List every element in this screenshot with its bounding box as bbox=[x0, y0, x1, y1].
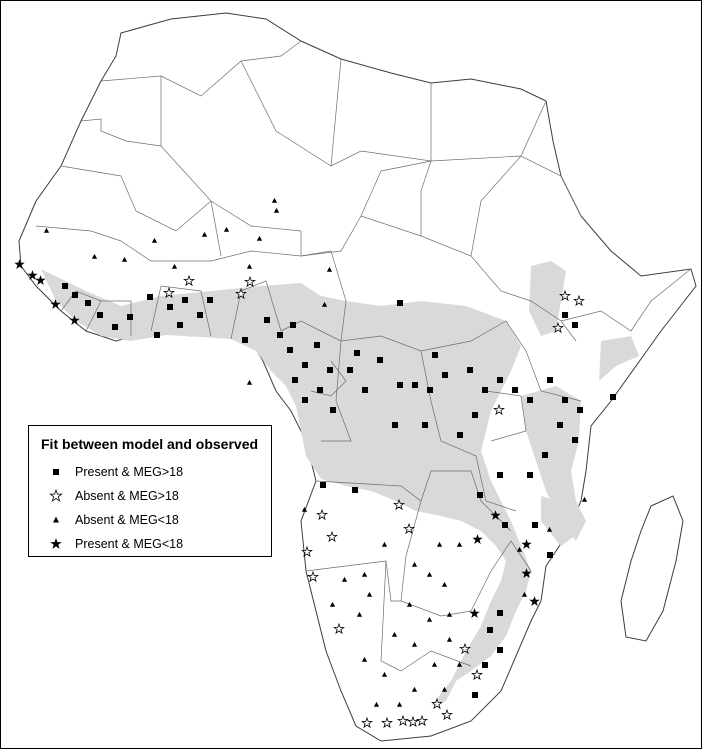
marker-triangle bbox=[581, 496, 588, 502]
legend-label: Absent & MEG<18 bbox=[75, 513, 179, 527]
marker-square bbox=[497, 377, 503, 383]
marker-square bbox=[422, 422, 428, 428]
marker-square bbox=[542, 452, 548, 458]
marker-triangle bbox=[246, 379, 253, 385]
marker-square bbox=[532, 522, 538, 528]
marker-square bbox=[397, 300, 403, 306]
marker-square bbox=[572, 322, 578, 328]
marker-square bbox=[557, 422, 563, 428]
marker-square bbox=[392, 422, 398, 428]
marker-square bbox=[547, 552, 553, 558]
marker-square bbox=[182, 297, 188, 303]
filled-star-icon bbox=[50, 538, 62, 549]
marker-square bbox=[354, 350, 360, 356]
marker-square bbox=[482, 387, 488, 393]
marker-square bbox=[397, 382, 403, 388]
marker-square bbox=[177, 322, 183, 328]
legend-entry-absent-meg-above-18: Absent & MEG>18 bbox=[41, 484, 259, 508]
marker-square bbox=[527, 472, 533, 478]
marker-square bbox=[352, 487, 358, 493]
marker-square bbox=[487, 627, 493, 633]
marker-square bbox=[577, 407, 583, 413]
marker-square bbox=[497, 610, 503, 616]
marker-square bbox=[512, 387, 518, 393]
marker-square bbox=[127, 314, 133, 320]
marker-square bbox=[292, 377, 298, 383]
map-legend: Fit between model and observed Present &… bbox=[28, 425, 272, 557]
marker-square bbox=[482, 662, 488, 668]
legend-entry-present-meg-above-18: Present & MEG>18 bbox=[41, 460, 259, 484]
marker-square bbox=[412, 382, 418, 388]
marker-square bbox=[147, 294, 153, 300]
marker-square bbox=[62, 283, 68, 289]
open-star-icon bbox=[49, 488, 63, 502]
marker-square bbox=[457, 432, 463, 438]
country-borders bbox=[35, 40, 692, 672]
marker-square bbox=[572, 437, 578, 443]
marker-square bbox=[314, 342, 320, 348]
legend-entry-present-meg-below-18: Present & MEG<18 bbox=[41, 532, 259, 556]
marker-square bbox=[472, 412, 478, 418]
legend-title: Fit between model and observed bbox=[41, 436, 259, 452]
marker-square bbox=[167, 304, 173, 310]
marker-square bbox=[264, 317, 270, 323]
marker-square bbox=[154, 332, 160, 338]
marker-square bbox=[472, 692, 478, 698]
marker-square bbox=[562, 397, 568, 403]
marker-square bbox=[242, 337, 248, 343]
marker-square bbox=[97, 312, 103, 318]
marker-square bbox=[442, 372, 448, 378]
marker-square bbox=[327, 367, 333, 373]
marker-square bbox=[72, 292, 78, 298]
marker-square bbox=[467, 367, 473, 373]
marker-square bbox=[85, 300, 91, 306]
legend-label: Absent & MEG>18 bbox=[75, 489, 179, 503]
marker-square bbox=[477, 492, 483, 498]
legend-label: Present & MEG<18 bbox=[75, 537, 184, 551]
marker-square bbox=[432, 352, 438, 358]
suitable-area bbox=[41, 261, 639, 706]
marker-square bbox=[610, 394, 616, 400]
legend-entry-absent-meg-below-18: Absent & MEG<18 bbox=[41, 508, 259, 532]
marker-square bbox=[547, 377, 553, 383]
marker-square bbox=[287, 347, 293, 353]
marker-square bbox=[497, 472, 503, 478]
marker-square bbox=[197, 312, 203, 318]
madagascar-island bbox=[620, 495, 684, 642]
marker-square bbox=[377, 357, 383, 363]
marker-square bbox=[290, 322, 296, 328]
marker-square bbox=[302, 397, 308, 403]
filled-triangle-icon bbox=[53, 516, 59, 523]
marker-square bbox=[302, 362, 308, 368]
marker-square bbox=[207, 297, 213, 303]
marker-square bbox=[112, 324, 118, 330]
marker-square bbox=[347, 367, 353, 373]
marker-square bbox=[320, 482, 326, 488]
marker-square bbox=[362, 387, 368, 393]
marker-square bbox=[497, 647, 503, 653]
legend-label: Present & MEG>18 bbox=[75, 465, 184, 479]
marker-square bbox=[427, 387, 433, 393]
marker-square bbox=[527, 397, 533, 403]
marker-square bbox=[330, 407, 336, 413]
filled-square-icon bbox=[53, 469, 59, 475]
marker-square bbox=[502, 522, 508, 528]
marker-square bbox=[277, 332, 283, 338]
marker-square bbox=[562, 312, 568, 318]
marker-square bbox=[317, 387, 323, 393]
